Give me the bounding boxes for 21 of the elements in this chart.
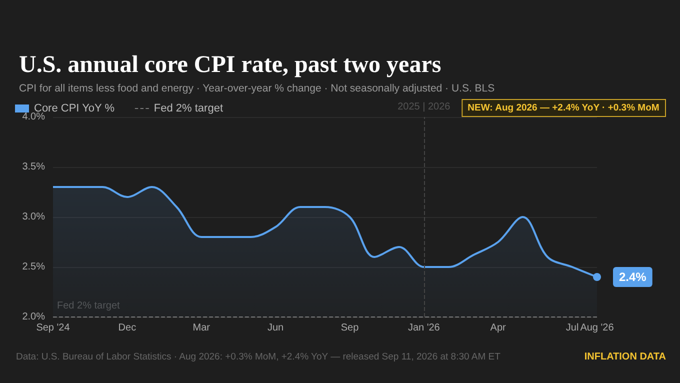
- chart-title: U.S. annual core CPI rate, past two years: [19, 52, 442, 78]
- text: INFLATION DATA: [584, 352, 666, 362]
- x-tick-label: Sep: [340, 322, 360, 334]
- text: Data: U.S. Bureau of Labor Statistics · Aug 2026: +0.3% MoM, +2.4% YoY — released Sep 11, 2026 at 8:30 AM ET: [16, 352, 501, 362]
- y-tick-label: 3.5%: [22, 162, 46, 172]
- x-tick-label: Jan '26: [408, 322, 440, 334]
- x-tick-label: Jul: [566, 322, 579, 334]
- x-tick-label: Sep '24: [36, 322, 70, 334]
- x-tick-label: Apr: [490, 322, 507, 334]
- y-tick-label: 2.5%: [22, 262, 46, 272]
- x-tick-label: Mar: [192, 322, 211, 334]
- x-tick-label: Dec: [118, 322, 136, 334]
- y-tick-label: 4.0%: [22, 112, 46, 122]
- y-tick-label: 2.0%: [22, 312, 46, 322]
- chart-subtitle: CPI for all items less food and energy · Year-over-year % change · Not seasonally adjusted · U.S. BLS: [19, 82, 495, 94]
- y-tick-label: 3.0%: [22, 212, 46, 222]
- x-tick-label: Aug '26: [580, 322, 614, 334]
- x-tick-label: Jun: [267, 322, 284, 334]
- legend-label: Fed 2% target: [154, 102, 224, 114]
- data-label: 2.4%: [619, 270, 647, 284]
- text: NEW: Aug 2026 — +2.4% YoY · +0.3% MoM: [468, 102, 660, 114]
